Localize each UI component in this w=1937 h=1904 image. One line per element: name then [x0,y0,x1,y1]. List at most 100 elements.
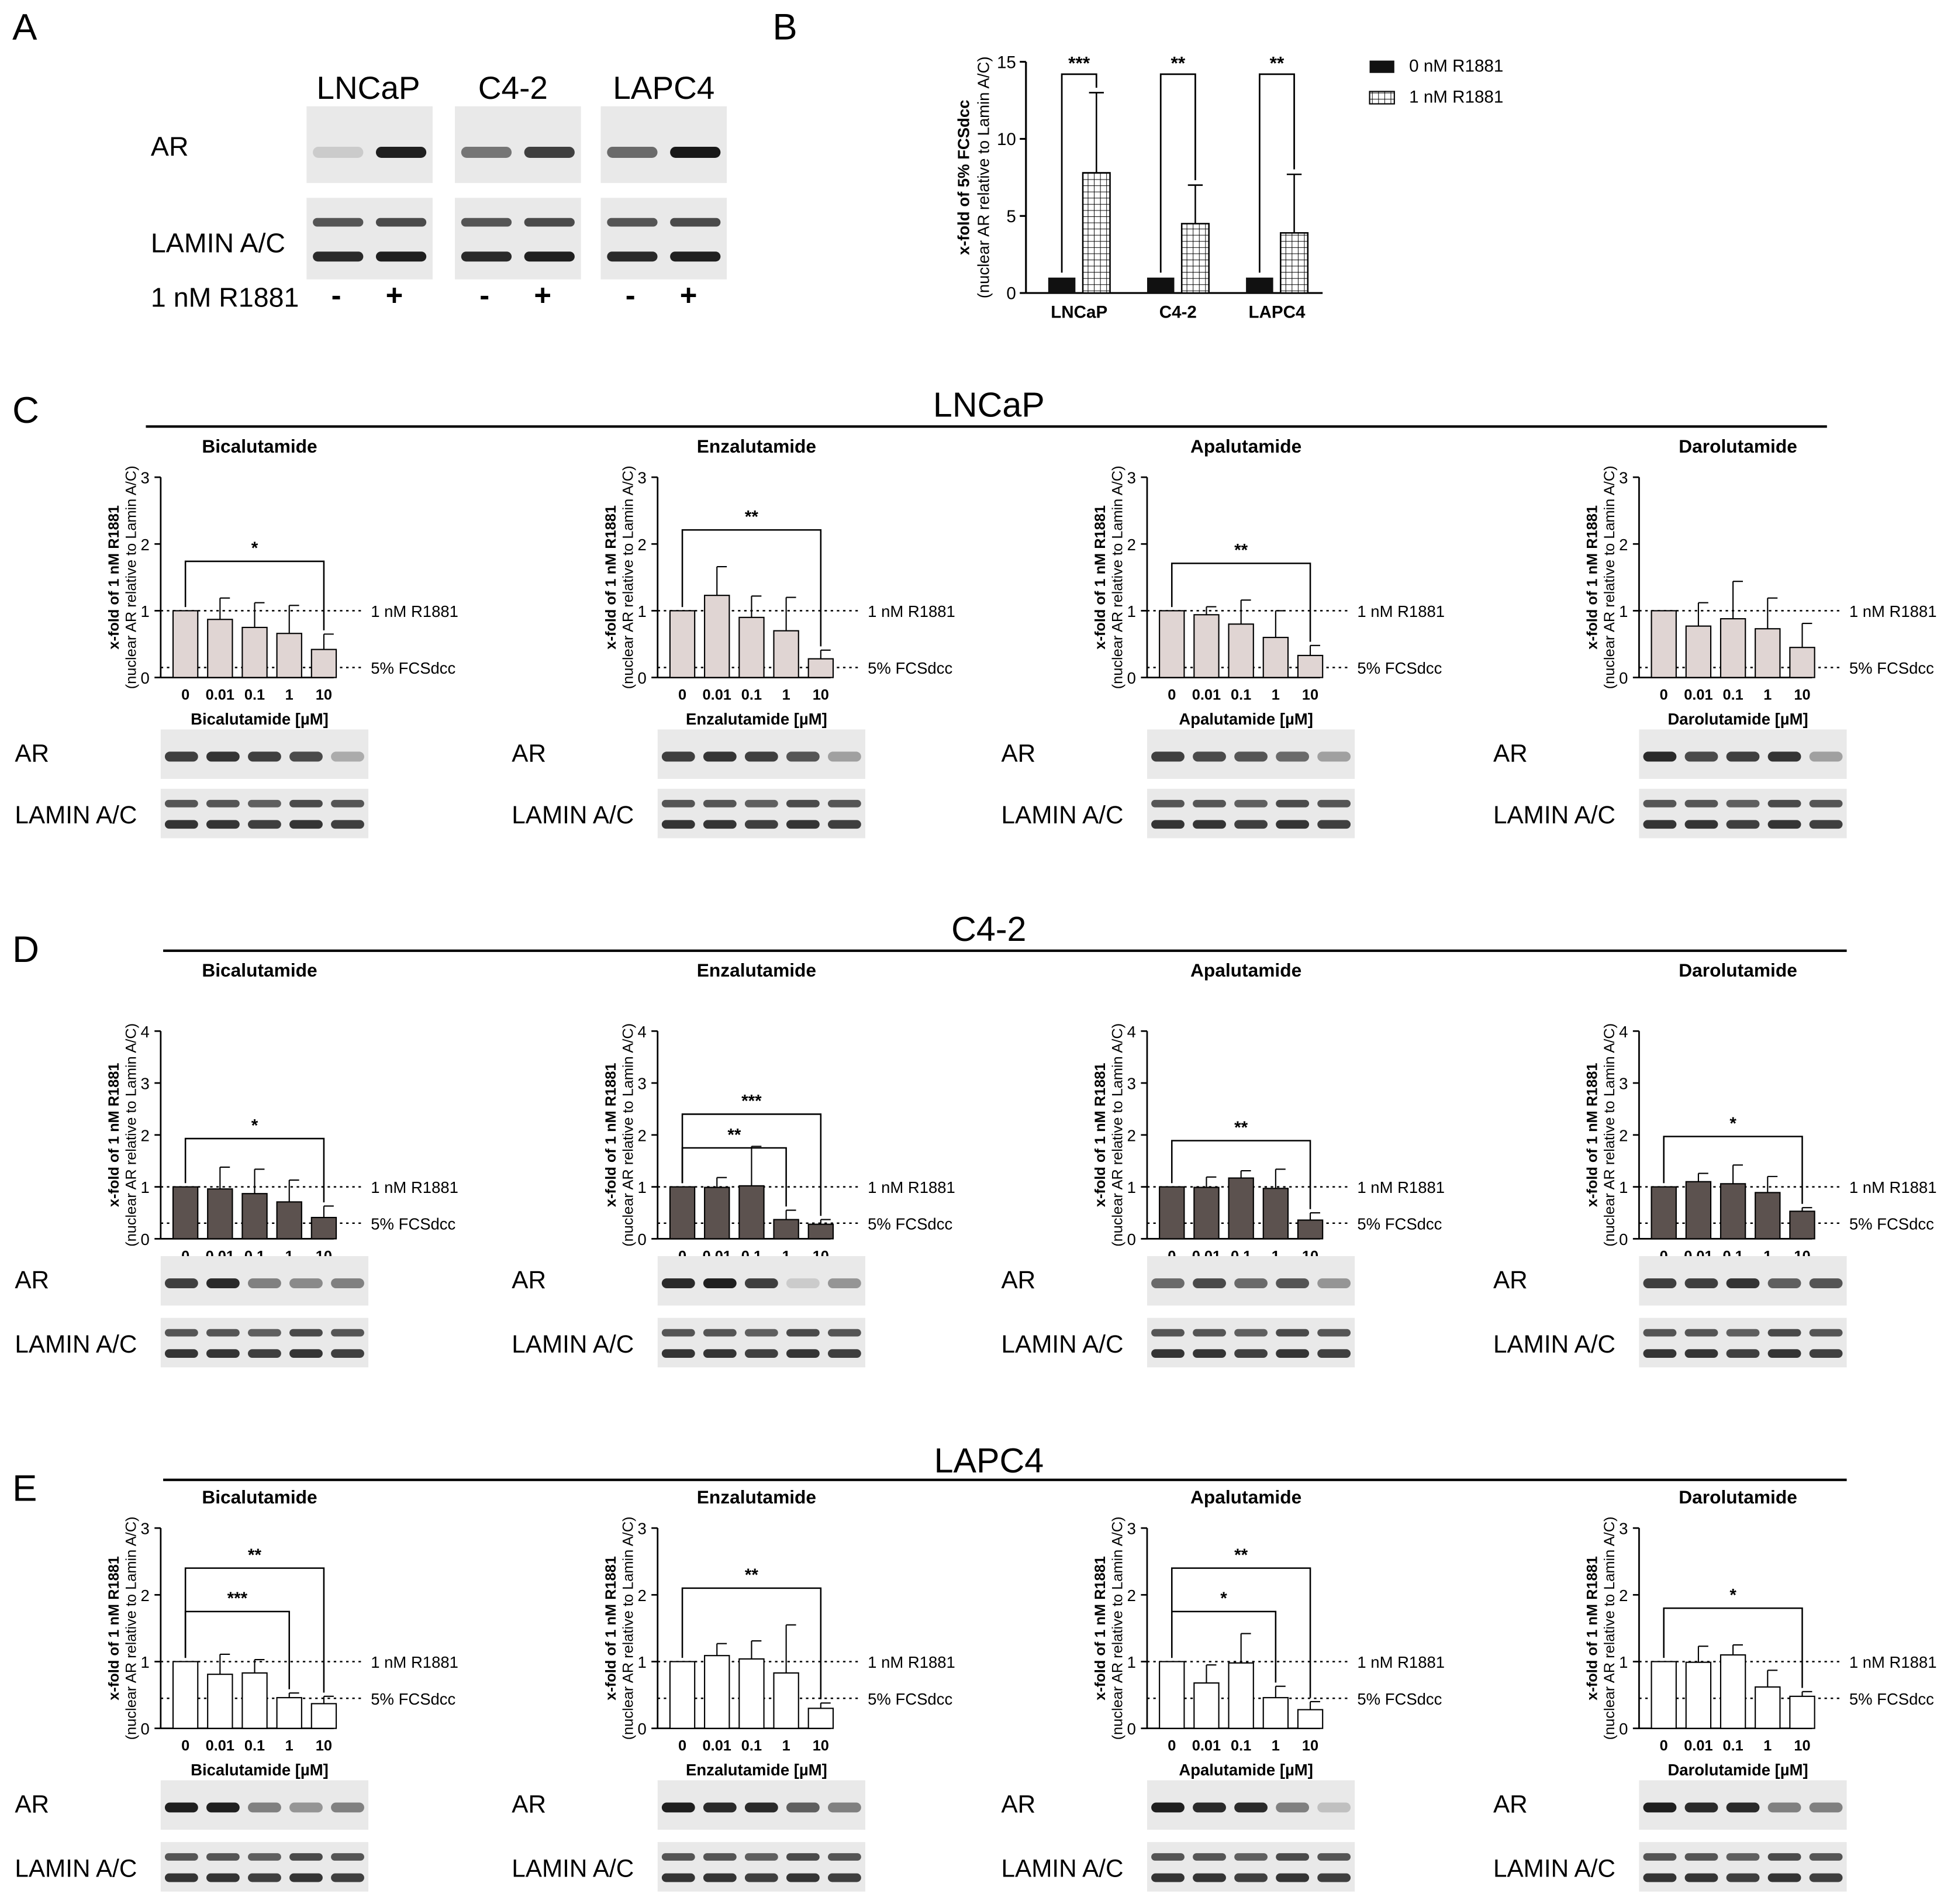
chart-title: Bicalutamide [202,960,317,981]
bar [1789,1695,1815,1729]
lane-head-lapc4: LAPC4 [613,69,715,106]
band [206,751,240,762]
band [524,251,575,262]
ref-label: 5% FCSdcc [1357,1215,1442,1233]
band [1276,799,1310,808]
band [289,820,323,829]
band [164,1853,198,1861]
y-tick-label: 1 [637,1178,646,1196]
band [828,751,861,762]
y-tick-label: 2 [637,1126,646,1144]
band [607,251,658,262]
band [1726,1873,1760,1882]
sign-minus: - [625,279,636,313]
band [1234,799,1268,808]
band [1234,1329,1268,1337]
y-tick-label: 2 [1127,536,1136,554]
section-rule [163,1478,1847,1481]
band [1276,1873,1310,1882]
significance-label: * [251,539,258,558]
band [1643,1329,1677,1337]
blot-label-lamin: LAMIN A/C [512,801,634,829]
band [1767,1873,1801,1882]
band [1276,1349,1310,1358]
band [1767,799,1801,808]
band [1684,1853,1718,1861]
x-tick-label: 0.1 [1231,687,1251,703]
x-axis-label: Darolutamide [µM] [1667,710,1808,728]
bar [1297,1219,1324,1240]
significance-label: * [1729,1585,1736,1605]
band [1317,1802,1351,1813]
band [375,146,427,158]
band [289,1329,323,1337]
band [744,1802,778,1813]
x-tick-label: 0.1 [741,1738,762,1754]
band [1276,1853,1310,1861]
band [786,1349,820,1358]
x-tick-label: 1 [1763,1738,1772,1754]
band [248,1278,281,1288]
band [703,1853,737,1861]
significance-bracket [1171,1140,1311,1209]
band [661,1853,695,1861]
band [1809,799,1843,808]
y-tick-label: 3 [1619,1520,1628,1538]
subchart-D1: Bicalutamide 0 1 2 3 4 x-fold of 1 nM R1881 (nu… [15,960,458,1368]
band [524,218,575,227]
y-tick-label: 0 [141,1720,150,1738]
chart-title: Bicalutamide [202,436,317,457]
band [744,1349,778,1358]
bar [1262,637,1289,678]
x-tick-label: 1 [782,687,790,703]
y-axis-label: x-fold of 1 nM R1881 [603,1063,619,1208]
y-tick-label: 0 [141,669,150,687]
ref-label: 5% FCSdcc [868,1215,952,1233]
band [206,1873,240,1882]
blot-membrane [1639,1317,1847,1368]
band [206,799,240,808]
y-tick-label: 1 [141,602,150,620]
bar [1297,654,1324,678]
x-tick-label: 0.01 [1192,687,1221,703]
band [1684,1873,1718,1882]
band [248,1873,281,1882]
x-tick-label: 10 [316,687,332,703]
band [1767,820,1801,829]
significance-label: ** [1234,1546,1248,1565]
band [786,1873,820,1882]
band [461,251,512,262]
x-tick-label: 10 [813,1738,829,1754]
y-tick-label: 1 [637,602,646,620]
band [164,820,198,829]
band [1726,820,1760,829]
band [1276,820,1310,829]
band [1809,1873,1843,1882]
band [670,251,721,262]
band [1726,1853,1760,1861]
band [1317,820,1351,829]
bar [773,630,799,678]
significance-bracket [681,1113,822,1216]
bar [1228,1177,1254,1240]
bar [738,1185,765,1240]
band [703,1329,737,1337]
band [661,1802,695,1813]
blot-label-lamin: LAMIN A/C [15,801,137,829]
band [1684,820,1718,829]
significance-label: * [1220,1589,1227,1608]
y-axis-label-2: (nuclear AR relative to Lamin A/C) [1601,1516,1618,1740]
blot-label-ar: AR [1493,1266,1528,1294]
x-tick-label: 0.01 [1684,687,1712,703]
band [331,1278,364,1288]
bar [1755,1192,1781,1240]
y-tick-label: 2 [1619,536,1628,554]
chart-title: Enzalutamide [697,960,816,981]
x-tick-label: 0.01 [703,1738,731,1754]
band [1151,799,1185,808]
blot-membrane [657,788,865,839]
band [1643,1802,1677,1813]
y-tick-label: 2 [1619,1586,1628,1605]
ref-label: 1 nM R1881 [1849,1653,1937,1671]
significance-bracket [184,1567,325,1693]
